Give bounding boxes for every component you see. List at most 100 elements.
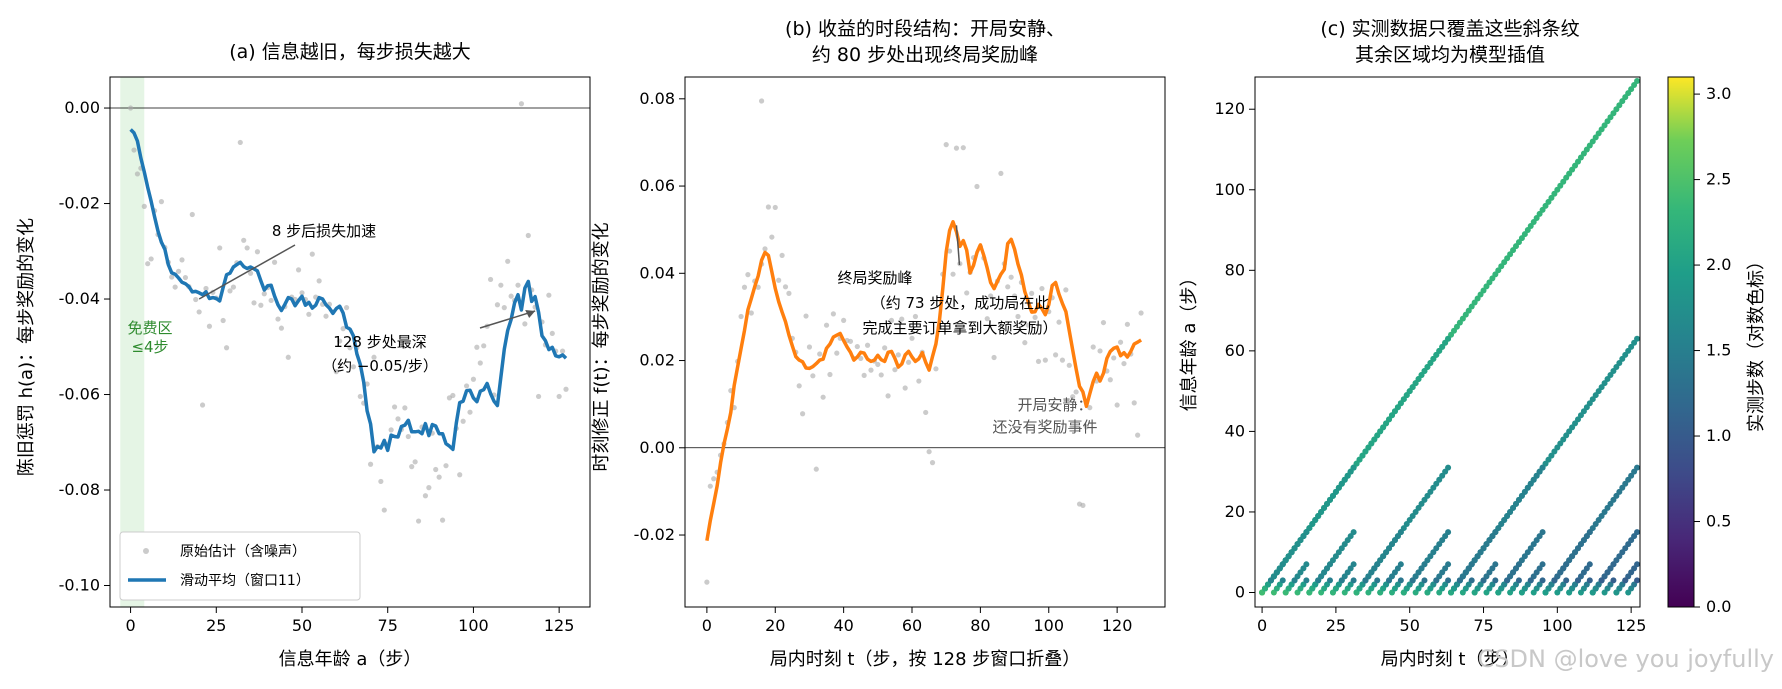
raw-estimate-point xyxy=(1131,400,1137,406)
coverage-stripe-point xyxy=(1445,529,1452,536)
colorbar-frame xyxy=(1667,76,1695,608)
coverage-stripe-point xyxy=(1350,464,1357,471)
coverage-stripe-point xyxy=(1421,561,1428,568)
panel-c-xlabel: 局内时刻 t（步） xyxy=(1381,649,1520,670)
raw-estimate-point xyxy=(762,246,768,252)
annotation-accel-text: 8 步后损失加速 xyxy=(272,222,376,240)
raw-estimate-point xyxy=(1070,394,1076,400)
coverage-stripe-point xyxy=(1551,577,1558,584)
raw-estimate-point xyxy=(463,383,470,389)
coverage-stripe-point xyxy=(1445,464,1452,471)
raw-estimate-point xyxy=(926,449,932,455)
raw-estimate-point xyxy=(556,393,562,400)
panel-b-frame xyxy=(684,76,1166,608)
panel-a-ytick-label: -0.02 xyxy=(59,194,100,213)
coverage-stripe-point xyxy=(1539,561,1546,568)
panel-a-xtick-label: 125 xyxy=(544,616,575,635)
raw-estimate-point xyxy=(337,338,343,344)
panel-b-ytick-label: 0.04 xyxy=(639,263,675,282)
panel-a-ytick-label: -0.10 xyxy=(59,576,100,595)
raw-estimate-point xyxy=(748,310,754,316)
panel-a-ylabel: 陈旧惩罚 h(a)：每步奖励的变化 xyxy=(16,218,37,476)
free-zone-label: 免费区 xyxy=(127,319,172,337)
raw-estimate-point xyxy=(1114,402,1120,408)
coverage-stripe-point xyxy=(1456,577,1463,584)
raw-estimate-point xyxy=(515,282,521,288)
coverage-stripe-point xyxy=(1598,577,1605,584)
panel-c-ytick-label: 120 xyxy=(1214,99,1245,118)
coverage-stripe-point xyxy=(1445,561,1452,568)
coverage-stripe-point xyxy=(1362,577,1369,584)
legend-box xyxy=(119,531,361,601)
coverage-stripe-point xyxy=(1586,577,1593,584)
raw-estimate-point xyxy=(179,257,185,263)
raw-estimate-point xyxy=(237,139,243,146)
raw-estimate-point xyxy=(864,342,871,348)
panel-b-xtick-label: 80 xyxy=(970,616,990,635)
raw-estimate-point xyxy=(343,305,350,311)
raw-estimate-point xyxy=(1042,357,1048,363)
panel-a-xtick-label: 75 xyxy=(378,616,398,635)
raw-estimate-point xyxy=(923,409,929,416)
raw-estimate-point xyxy=(350,364,357,370)
raw-estimate-point xyxy=(847,338,854,344)
raw-estimate-point xyxy=(776,277,782,283)
raw-estimate-point xyxy=(271,259,278,265)
raw-estimate-point xyxy=(306,311,312,317)
coverage-stripe-point xyxy=(1515,577,1522,584)
raw-estimate-point xyxy=(943,142,949,148)
annotation-quiet-text: 开局安静： xyxy=(1017,396,1092,414)
coverage-stripe-point xyxy=(1291,577,1298,584)
raw-estimate-point xyxy=(206,323,213,329)
panel-b-title-line2: 约 80 步处出现终局奖励峰 xyxy=(812,44,1038,66)
raw-estimate-point xyxy=(470,376,477,382)
raw-estimate-point xyxy=(1015,313,1021,320)
panel-b-xtick-label: 0 xyxy=(702,616,712,635)
raw-estimate-point xyxy=(1063,287,1069,293)
coverage-stripe-point xyxy=(1468,561,1475,568)
coverage-stripe-point xyxy=(1539,529,1546,536)
panel-c-title-line2: 其余区域均为模型插值 xyxy=(1355,44,1545,66)
raw-estimate-point xyxy=(203,285,209,292)
raw-estimate-point xyxy=(1124,321,1130,327)
coverage-stripe-point xyxy=(1303,577,1310,584)
raw-estimate-point xyxy=(738,313,744,320)
raw-estimate-point xyxy=(991,354,997,361)
annotation-accel-arrow xyxy=(198,244,296,300)
panel-b-xtick-label: 100 xyxy=(1033,616,1064,635)
panel-c-xtick-label: 0 xyxy=(1257,616,1267,635)
free-zone-label: ≤4步 xyxy=(131,338,168,356)
panel-b-ytick-label: 0.06 xyxy=(639,176,675,195)
raw-estimate-point xyxy=(1005,284,1011,290)
raw-estimate-point xyxy=(741,284,748,290)
raw-estimate-point xyxy=(758,98,765,104)
raw-estimate-point xyxy=(1052,352,1059,358)
raw-estimate-point xyxy=(1035,358,1042,365)
raw-estimate-point xyxy=(960,145,966,151)
raw-estimate-point xyxy=(1090,344,1096,350)
coverage-stripe-point xyxy=(1574,577,1581,584)
raw-estimate-point xyxy=(244,245,250,251)
raw-estimate-point xyxy=(875,361,881,368)
raw-estimate-point xyxy=(782,284,789,290)
coverage-stripe-point xyxy=(1504,577,1511,584)
smoothed-line xyxy=(129,128,568,454)
raw-estimate-point xyxy=(1022,340,1028,346)
raw-estimate-point xyxy=(439,517,446,523)
raw-estimate-point xyxy=(813,466,819,472)
annotation-deepest-arrow xyxy=(479,310,536,329)
coverage-stripe-point xyxy=(1563,577,1570,584)
raw-estimate-point xyxy=(984,316,990,322)
raw-estimate-point xyxy=(381,507,387,513)
panel-c-xtick-label: 100 xyxy=(1542,616,1573,635)
panel-c-ytick-label: 100 xyxy=(1214,180,1245,199)
panel-c-ytick-label: 60 xyxy=(1225,341,1245,360)
panel-a-title: (a) 信息越旧，每步损失越大 xyxy=(229,41,471,63)
raw-estimate-point xyxy=(810,373,816,379)
raw-estimate-point xyxy=(909,335,915,341)
coverage-stripe-point xyxy=(1397,529,1404,536)
raw-estimate-point xyxy=(947,248,953,254)
raw-estimate-point xyxy=(892,367,898,373)
raw-estimate-point xyxy=(388,427,394,433)
panel-b-xlabel: 局内时刻 t（步，按 128 步窗口折叠） xyxy=(770,649,1081,670)
